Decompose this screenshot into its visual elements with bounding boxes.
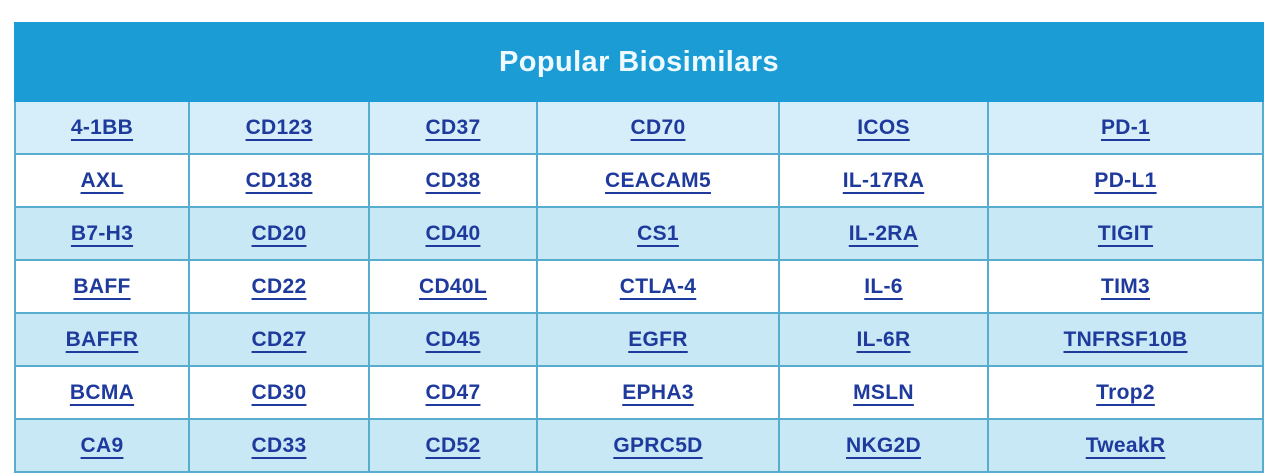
table-cell: CD33 — [188, 418, 370, 473]
link-cs1[interactable]: CS1 — [637, 221, 679, 245]
table-cell: CEACAM5 — [536, 153, 780, 208]
table-cell: ICOS — [778, 100, 989, 155]
link-axl[interactable]: AXL — [80, 168, 124, 192]
table-cell: CS1 — [536, 206, 780, 261]
link-cd47[interactable]: CD47 — [425, 380, 481, 404]
table-cell: TNFRSF10B — [987, 312, 1264, 367]
link-cd52[interactable]: CD52 — [425, 433, 481, 457]
link-cd70[interactable]: CD70 — [630, 115, 686, 139]
link-cd37[interactable]: CD37 — [425, 115, 481, 139]
table-cell: CA9 — [14, 418, 190, 473]
table-cell: IL-6 — [778, 259, 989, 314]
table-cell: 4-1BB — [14, 100, 190, 155]
table-cell: CD52 — [368, 418, 538, 473]
table-cell: AXL — [14, 153, 190, 208]
link-epha3[interactable]: EPHA3 — [622, 380, 694, 404]
table-cell: BAFF — [14, 259, 190, 314]
link-il-6r[interactable]: IL-6R — [856, 327, 911, 351]
table-cell: CD27 — [188, 312, 370, 367]
link-cd22[interactable]: CD22 — [251, 274, 307, 298]
link-cd30[interactable]: CD30 — [251, 380, 307, 404]
link-ctla-4[interactable]: CTLA-4 — [619, 274, 697, 298]
biosimilars-table: Popular Biosimilars 4-1BB CD123 CD37 CD70 IC… — [14, 22, 1264, 473]
table-cell: CD20 — [188, 206, 370, 261]
link-nkg2d[interactable]: NKG2D — [845, 433, 921, 457]
link-egfr[interactable]: EGFR — [628, 327, 688, 351]
table-cell: CD45 — [368, 312, 538, 367]
table-cell: GPRC5D — [536, 418, 780, 473]
table-cell: MSLN — [778, 365, 989, 420]
link-cd20[interactable]: CD20 — [251, 221, 307, 245]
table-cell: CD40 — [368, 206, 538, 261]
table-cell: BAFFR — [14, 312, 190, 367]
link-trop2[interactable]: Trop2 — [1096, 380, 1155, 404]
link-cd138[interactable]: CD138 — [245, 168, 313, 192]
link-cd38[interactable]: CD38 — [425, 168, 481, 192]
table-cell: PD-L1 — [987, 153, 1264, 208]
link-tigit[interactable]: TIGIT — [1097, 221, 1154, 245]
table-cell: CD22 — [188, 259, 370, 314]
link-pd-1[interactable]: PD-1 — [1100, 115, 1151, 139]
table-cell: CD40L — [368, 259, 538, 314]
table-cell: BCMA — [14, 365, 190, 420]
table-cell: CTLA-4 — [536, 259, 780, 314]
table-cell: PD-1 — [987, 100, 1264, 155]
link-pd-l1[interactable]: PD-L1 — [1094, 168, 1157, 192]
table-cell: IL-2RA — [778, 206, 989, 261]
table-cell: TIM3 — [987, 259, 1264, 314]
table-row: BAFF CD22 CD40L CTLA-4 IL-6 TIM3 — [14, 259, 1264, 314]
table-row: BCMA CD30 CD47 EPHA3 MSLN Trop2 — [14, 365, 1264, 420]
link-tnfrsf10b[interactable]: TNFRSF10B — [1063, 327, 1188, 351]
link-il-2ra[interactable]: IL-2RA — [848, 221, 919, 245]
link-gprc5d[interactable]: GPRC5D — [613, 433, 703, 457]
table-header-row: Popular Biosimilars — [14, 22, 1264, 102]
table-cell: Trop2 — [987, 365, 1264, 420]
table-cell: TIGIT — [987, 206, 1264, 261]
table-title: Popular Biosimilars — [14, 22, 1264, 102]
table-row: 4-1BB CD123 CD37 CD70 ICOS PD-1 — [14, 100, 1264, 155]
link-cd40l[interactable]: CD40L — [418, 274, 488, 298]
table-cell: CD47 — [368, 365, 538, 420]
link-4-1bb[interactable]: 4-1BB — [70, 115, 134, 139]
link-b7-h3[interactable]: B7-H3 — [70, 221, 134, 245]
table-cell: CD38 — [368, 153, 538, 208]
link-msln[interactable]: MSLN — [853, 380, 914, 404]
link-cd27[interactable]: CD27 — [251, 327, 307, 351]
table-row: B7-H3 CD20 CD40 CS1 IL-2RA TIGIT — [14, 206, 1264, 261]
biosimilars-grid: Popular Biosimilars 4-1BB CD123 CD37 CD70 IC… — [14, 22, 1264, 473]
table-row: BAFFR CD27 CD45 EGFR IL-6R TNFRSF10B — [14, 312, 1264, 367]
link-tim3[interactable]: TIM3 — [1100, 274, 1151, 298]
table-cell: CD123 — [188, 100, 370, 155]
link-tweakr[interactable]: TweakR — [1085, 433, 1166, 457]
table-cell: CD30 — [188, 365, 370, 420]
table-cell: TweakR — [987, 418, 1264, 473]
link-baff[interactable]: BAFF — [73, 274, 131, 298]
link-icos[interactable]: ICOS — [857, 115, 910, 139]
link-cd40[interactable]: CD40 — [425, 221, 481, 245]
link-ceacam5[interactable]: CEACAM5 — [605, 168, 711, 192]
link-ca9[interactable]: CA9 — [80, 433, 124, 457]
table-row: AXL CD138 CD38 CEACAM5 IL-17RA PD-L1 — [14, 153, 1264, 208]
table-cell: B7-H3 — [14, 206, 190, 261]
table-cell: EPHA3 — [536, 365, 780, 420]
link-cd33[interactable]: CD33 — [251, 433, 307, 457]
link-il-6[interactable]: IL-6 — [864, 274, 903, 298]
link-cd123[interactable]: CD123 — [245, 115, 313, 139]
table-cell: IL-17RA — [778, 153, 989, 208]
table-row: CA9 CD33 CD52 GPRC5D NKG2D TweakR — [14, 418, 1264, 473]
table-cell: IL-6R — [778, 312, 989, 367]
table-cell: EGFR — [536, 312, 780, 367]
table-body: 4-1BB CD123 CD37 CD70 ICOS PD-1 AXL CD138 CD38 CE… — [14, 100, 1264, 473]
table-cell: CD138 — [188, 153, 370, 208]
link-baffr[interactable]: BAFFR — [65, 327, 139, 351]
link-il-17ra[interactable]: IL-17RA — [842, 168, 925, 192]
table-cell: NKG2D — [778, 418, 989, 473]
link-bcma[interactable]: BCMA — [69, 380, 135, 404]
link-cd45[interactable]: CD45 — [425, 327, 481, 351]
table-cell: CD37 — [368, 100, 538, 155]
table-cell: CD70 — [536, 100, 780, 155]
